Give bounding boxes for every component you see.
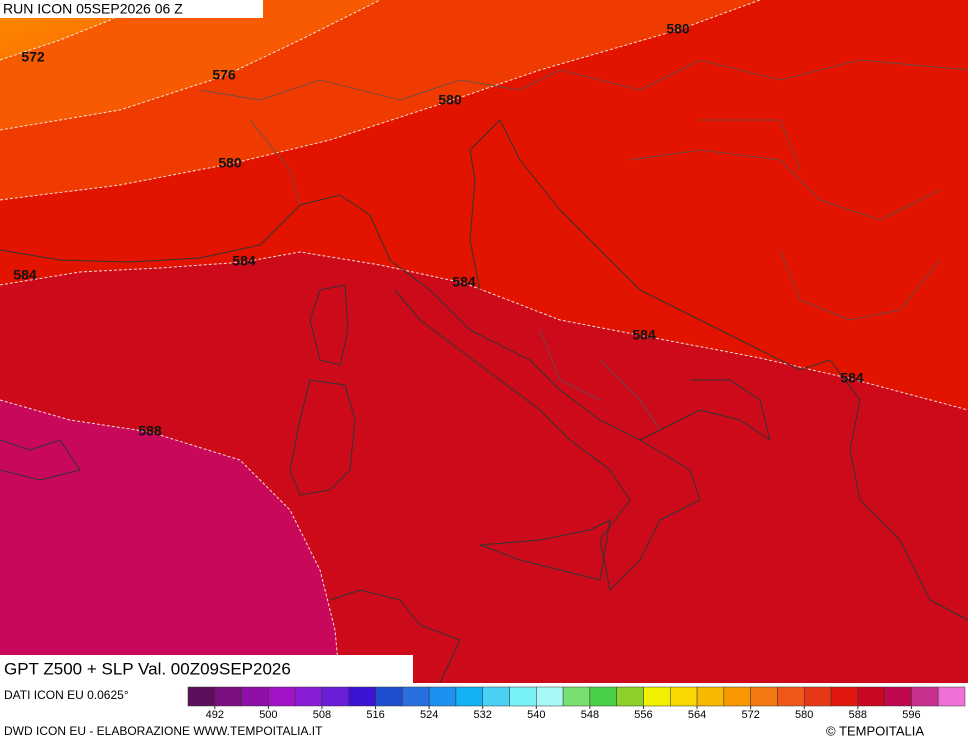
colorbar-swatch [214,686,242,707]
colorbar-swatch [482,686,510,707]
colorbar-tick-label: 580 [795,709,813,721]
colorbar-swatch [268,686,296,707]
colorbar-swatch [589,686,617,707]
colorbar-tick-label: 508 [313,709,331,721]
coastline [639,379,771,442]
map-title: GPT Z500 + SLP Val. 00Z09SEP2026 [4,659,291,678]
contour-label: 580 [666,21,690,37]
border [199,59,968,101]
colorbar-tick-label: 540 [527,709,545,721]
colorbar-tick-label: 500 [259,709,277,721]
colorbar-swatch [750,686,778,707]
colorbar-tick-label: 556 [634,709,652,721]
contour-label: 584 [840,370,864,386]
coastline [309,284,349,366]
colorbar-swatch [911,686,939,707]
colorbar-swatch [509,686,537,707]
title-box [0,655,413,683]
colorbar-tick-label: 492 [206,709,224,721]
coastline [289,379,356,496]
border [629,119,941,321]
colorbar-swatch [375,686,403,707]
contour-label: 584 [632,327,656,343]
colorbar-tick-label: 548 [581,709,599,721]
colorbar-swatch [857,686,885,707]
colorbar-swatch [723,686,751,707]
colorbar-swatch [348,686,376,707]
colorbar-swatch [294,686,323,707]
colorbar-swatch [616,686,644,707]
colorbar-swatch [241,686,269,707]
colorbar-swatch [777,686,805,707]
coastline [329,589,461,684]
contour-label: 580 [218,155,242,171]
colorbar-swatch [884,686,912,707]
contour-labels: 572 576 580 580 580 584 584 584 584 584 588 [13,21,864,439]
colorbar-tick-label: 588 [849,709,867,721]
contour-line [0,0,151,61]
contour-label: 572 [21,49,45,65]
contour-line [0,0,381,131]
map [0,0,968,684]
colorbar-swatch [562,686,591,707]
colorbar-tick-label: 596 [902,709,920,721]
band-588-592 [0,400,340,683]
run-box [0,0,263,18]
colorbar-swatch [803,686,832,707]
contour-line [0,0,761,201]
contour-label: 584 [232,253,256,269]
colorbar-swatch [696,686,725,707]
contour-label: 584 [13,267,37,283]
colorbar-tick-label: 572 [741,709,759,721]
colorbar-tick-label: 516 [366,709,384,721]
coastline [469,119,831,371]
run-label: RUN ICON 05SEP2026 06 Z [3,1,183,17]
colorbar-swatch [402,686,430,707]
colorbar-swatch [937,686,966,707]
contour-line [0,251,968,411]
colorbar-swatch [321,686,350,707]
source: DATI ICON EU 0.0625° [4,688,129,702]
credit: DWD ICON EU - ELABORAZIONE WWW.TEMPOITAL… [4,724,323,738]
colorbar-swatch [455,686,483,707]
colorbar-swatch [643,686,671,707]
colorbar-swatch [830,686,859,707]
contour-label: 588 [138,423,162,439]
colorbar-swatch [536,686,564,707]
contour-label: 580 [438,92,462,108]
colorbar-swatch [428,686,457,707]
colorbar-swatch [670,686,698,707]
border [249,119,661,431]
coastline [479,519,611,581]
contour-label: 576 [212,67,236,83]
colorbar-tick-label: 524 [420,709,438,721]
colorbar-tick-label: 564 [688,709,706,721]
copyright: © TEMPOITALIA [826,723,924,738]
colorbar-swatch [187,686,216,707]
coastline [0,439,81,481]
coastline [829,359,968,621]
contour-line [0,399,341,684]
colorbar-tick-label: 532 [474,709,492,721]
colorbar: 492 500 508 516 524 532 540 548 556 564 572 580 588 5… [187,686,966,721]
contour-label: 584 [452,274,476,290]
band-572-576 [0,0,380,130]
